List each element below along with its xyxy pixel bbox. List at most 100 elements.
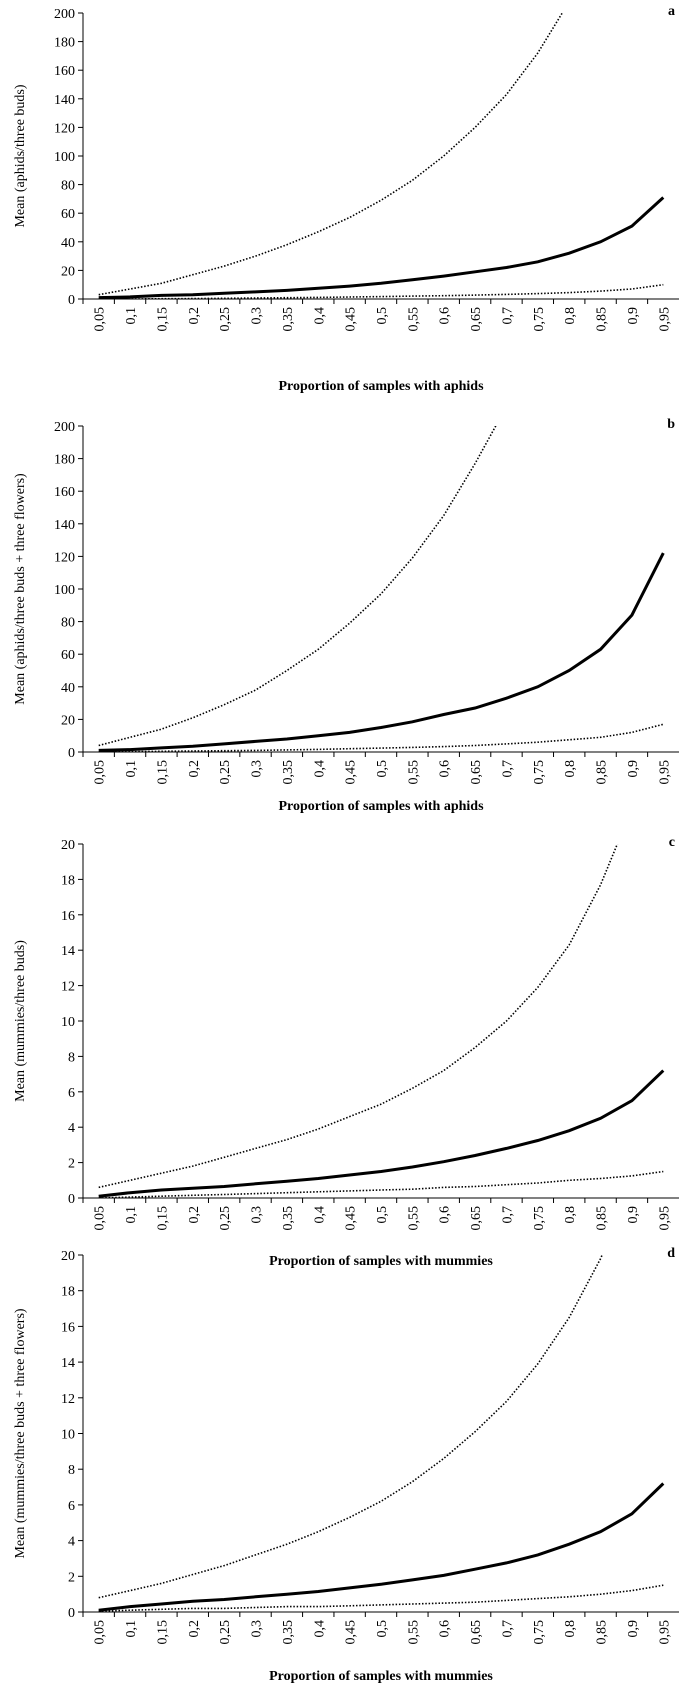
x-tick-label: 0,1 [124,760,139,778]
x-tick-label: 0,5 [375,760,390,778]
x-tick-label: 0,6 [438,1620,453,1638]
y-tick-label: 16 [61,1320,75,1335]
x-tick-label: 0,05 [93,307,108,332]
x-tick-label: 0,85 [595,760,610,785]
y-tick-label: 0 [68,746,75,761]
x-tick-label: 0,75 [532,307,547,332]
y-axis-label: Mean (mummies/three buds + three flowers… [13,1308,28,1558]
x-tick-label: 0,75 [532,1206,547,1231]
series-line [98,552,665,752]
y-tick-label: 20 [61,264,75,279]
x-tick-label: 0,55 [406,1620,421,1645]
y-tick-label: 200 [54,7,75,22]
x-tick-label: 0,1 [124,307,139,325]
x-tick-label: 0,5 [375,1620,390,1638]
series-line [98,283,664,299]
y-tick-label: 16 [61,909,75,924]
series-line [98,1170,664,1198]
x-tick-label: 0,9 [626,1620,641,1638]
series-line [98,196,665,299]
x-axis-label: Proportion of samples with mummies [269,1254,493,1269]
x-tick-label: 0,35 [281,1206,296,1231]
x-tick-label: 0,05 [93,760,108,785]
x-tick-label: 0,95 [657,760,672,785]
x-tick-label: 0,45 [344,1620,359,1645]
x-tick-label: 0,65 [469,760,484,785]
y-axis-label: Mean (mummies/three buds) [13,940,28,1102]
series-line [98,1255,603,1599]
y-tick-label: 8 [68,1050,75,1065]
panel: 0 20 40 60 80 100 120 140 160 180 200 0,05 0,1 0,15 0,… [13,417,679,814]
series-line [98,1069,665,1198]
y-tick-label: 60 [61,207,75,222]
x-tick-label: 0,25 [218,1206,233,1231]
x-tick-label: 0,7 [500,1206,515,1224]
x-tick-label: 0,7 [500,307,515,325]
x-tick-label: 0,7 [500,1620,515,1638]
y-tick-label: 80 [61,616,75,631]
y-tick-label: 0 [68,1192,75,1207]
x-tick-label: 0,1 [124,1620,139,1638]
x-tick-label: 0,6 [438,1206,453,1224]
x-tick-label: 0,2 [187,307,202,325]
series-line [98,1482,665,1612]
panel-label: c [669,835,675,850]
y-tick-label: 4 [68,1121,75,1136]
x-axis-label: Proportion of samples with aphids [278,379,484,394]
x-tick-label: 0,45 [344,760,359,785]
panel: 0 20 40 60 80 100 120 140 160 180 200 0,05 0,1 0,15 0,… [13,4,679,394]
y-tick-label: 0 [68,1606,75,1621]
x-tick-label: 0,2 [187,1206,202,1224]
x-tick-label: 0,15 [155,1620,170,1645]
x-tick-label: 0,45 [344,1206,359,1231]
y-tick-label: 18 [61,873,75,888]
x-tick-label: 0,95 [657,1620,672,1645]
x-tick-label: 0,65 [469,1206,484,1231]
x-tick-label: 0,8 [563,1206,578,1224]
y-tick-label: 200 [54,420,75,435]
x-tick-label: 0,15 [155,1206,170,1231]
series-line [98,13,564,296]
x-tick-label: 0,85 [595,1620,610,1645]
series-line [98,844,619,1189]
x-tick-label: 0,75 [532,1620,547,1645]
y-tick-label: 180 [54,36,75,51]
y-tick-label: 60 [61,648,75,663]
y-tick-label: 0 [68,293,75,308]
y-tick-label: 40 [61,236,75,251]
x-tick-label: 0,65 [469,1620,484,1645]
series-line [98,426,497,747]
x-tick-label: 0,15 [155,760,170,785]
series-line [98,1584,664,1612]
x-tick-label: 0,1 [124,1206,139,1224]
x-tick-label: 0,35 [281,307,296,332]
x-tick-label: 0,7 [500,760,515,778]
y-tick-label: 140 [54,518,75,533]
y-tick-label: 10 [61,1015,75,1030]
x-tick-label: 0,4 [312,307,327,325]
y-tick-label: 20 [61,713,75,728]
x-tick-label: 0,25 [218,1620,233,1645]
x-tick-label: 0,4 [312,1620,327,1638]
x-tick-label: 0,8 [563,1620,578,1638]
y-tick-label: 14 [61,944,75,959]
x-tick-label: 0,3 [250,307,265,325]
x-tick-label: 0,9 [626,307,641,325]
y-tick-label: 20 [61,838,75,853]
x-tick-label: 0,95 [657,1206,672,1231]
panel-label: b [667,417,675,432]
y-tick-label: 100 [54,150,75,165]
x-tick-label: 0,35 [281,1620,296,1645]
x-tick-label: 0,25 [218,307,233,332]
panel-label: d [667,1246,675,1261]
x-tick-label: 0,85 [595,307,610,332]
x-tick-label: 0,55 [406,1206,421,1231]
y-tick-label: 2 [68,1157,75,1172]
x-tick-label: 0,55 [406,760,421,785]
y-tick-label: 18 [61,1285,75,1300]
x-tick-label: 0,4 [312,760,327,778]
y-tick-label: 12 [61,1392,75,1407]
x-tick-label: 0,25 [218,760,233,785]
y-tick-label: 100 [54,583,75,598]
